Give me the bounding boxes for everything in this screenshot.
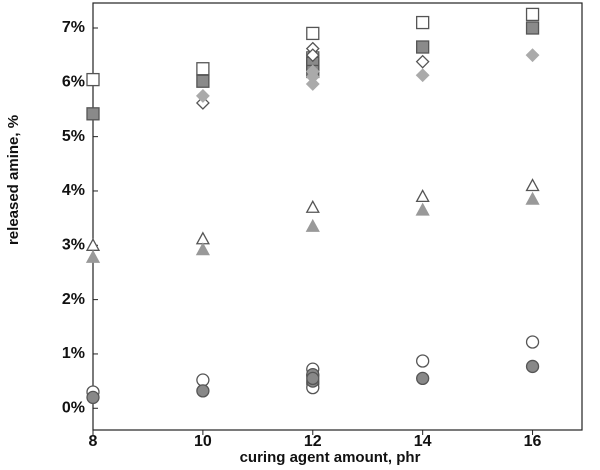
marker-circle xyxy=(416,371,430,386)
y-axis-title: released amine, % xyxy=(5,115,22,245)
marker-circle xyxy=(196,384,210,398)
marker-square xyxy=(416,15,430,30)
y-tick-label: 2% xyxy=(62,291,85,308)
marker-triangle xyxy=(415,189,430,203)
marker-diamond xyxy=(525,48,540,63)
marker-diamond xyxy=(305,77,320,91)
y-tick-label: 6% xyxy=(62,74,85,91)
marker-circle xyxy=(306,371,320,386)
marker-circle xyxy=(525,359,540,374)
marker-circle xyxy=(525,335,540,349)
marker-diamond xyxy=(415,54,430,69)
plot-frame xyxy=(92,2,583,431)
marker-square xyxy=(86,107,100,121)
marker-diamond xyxy=(195,96,210,110)
marker-triangle xyxy=(305,218,320,232)
marker-diamond xyxy=(195,88,210,103)
y-tick-label: 5% xyxy=(62,128,85,145)
x-tick-label: 16 xyxy=(524,433,542,450)
marker-diamond xyxy=(415,68,430,83)
marker-triangle xyxy=(305,199,320,213)
x-axis-title: curing agent amount, phr xyxy=(240,449,421,466)
x-tick-label: 8 xyxy=(89,433,98,450)
y-tick-label: 7% xyxy=(62,19,85,36)
marker-square xyxy=(416,40,430,54)
marker-diamond xyxy=(305,48,320,63)
y-tick-label: 0% xyxy=(62,399,85,416)
marker-square xyxy=(86,72,100,87)
marker-circle xyxy=(196,373,210,387)
x-tick-label: 10 xyxy=(194,433,212,450)
marker-triangle xyxy=(85,249,101,263)
marker-square xyxy=(525,21,540,35)
marker-square xyxy=(306,26,320,41)
y-tick-label: 3% xyxy=(62,237,85,254)
marker-triangle xyxy=(195,242,210,256)
marker-triangle xyxy=(525,191,540,205)
marker-triangle xyxy=(415,202,430,216)
marker-square xyxy=(196,74,210,88)
marker-triangle xyxy=(525,178,540,192)
marker-diamond xyxy=(305,64,320,79)
x-tick-label: 14 xyxy=(414,433,432,450)
marker-square xyxy=(196,62,210,76)
x-tick-label: 12 xyxy=(304,433,322,450)
marker-triangle xyxy=(195,231,210,245)
marker-circle xyxy=(86,390,100,405)
y-tick-label: 4% xyxy=(62,182,85,199)
marker-circle xyxy=(416,354,430,368)
marker-square xyxy=(525,7,540,22)
y-tick-label: 1% xyxy=(62,345,85,362)
